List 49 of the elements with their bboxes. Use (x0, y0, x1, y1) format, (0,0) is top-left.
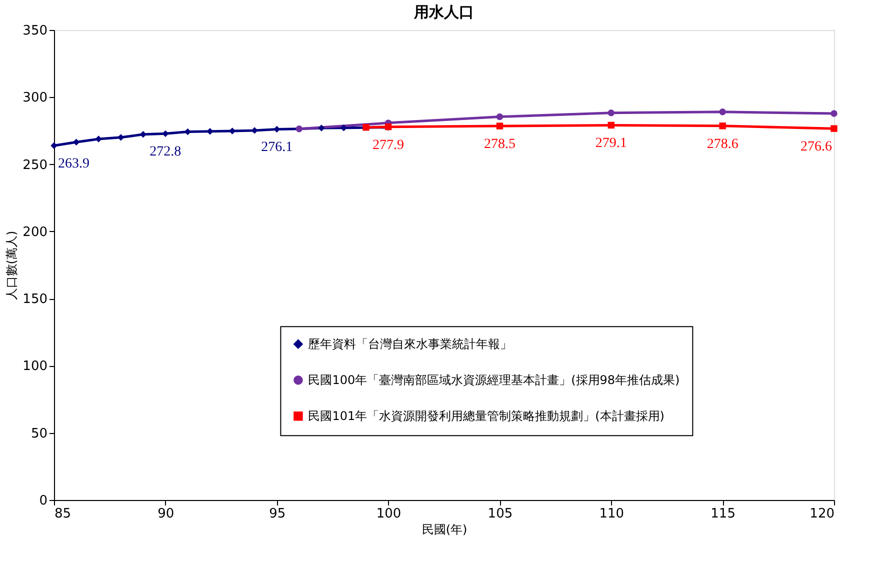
chart-title: 用水人口 (413, 3, 474, 21)
data-label: 263.9 (58, 156, 90, 172)
y-tick-label: 100 (22, 359, 48, 374)
point (162, 130, 169, 138)
x-tick-label: 110 (599, 506, 624, 522)
point (608, 110, 614, 116)
y-tick-label: 300 (22, 90, 48, 106)
point (719, 108, 726, 116)
y-axis-title: 人口數(萬人) (4, 230, 19, 300)
x-tick-label: 100 (376, 506, 402, 522)
point (274, 126, 280, 133)
x-tick-label: 95 (269, 506, 286, 522)
x-tick-label: 85 (54, 506, 72, 522)
y-tick-label: 50 (30, 426, 48, 442)
x-axis-title: 民國(年) (422, 522, 468, 536)
point (118, 134, 124, 141)
data-label: 276.6 (800, 140, 832, 155)
legend-label: 歷年資料「台灣自來水事業統計年報」 (308, 337, 512, 352)
point (206, 128, 214, 135)
data-label: 278.5 (484, 137, 516, 152)
point (608, 122, 614, 129)
point (72, 138, 80, 146)
point (95, 136, 102, 142)
point (318, 124, 325, 132)
point (830, 125, 838, 132)
point (251, 127, 258, 134)
y-tick-label: 200 (22, 224, 48, 240)
x-tick-label: 115 (710, 506, 736, 522)
y-tick-label: 350 (22, 24, 48, 38)
point (830, 110, 838, 117)
point (496, 122, 504, 130)
legend-label: 民國100年「臺灣南部區域水資源經理基本計畫」(採用98年推估成果) (308, 373, 680, 388)
y-tick-label: 0 (39, 494, 48, 508)
point (140, 130, 146, 138)
y-tick-label: 250 (22, 158, 48, 173)
point (719, 122, 726, 130)
y-tick-label: 150 (22, 292, 48, 308)
point (50, 142, 58, 149)
x-tick-label: 120 (810, 506, 834, 522)
point (340, 124, 348, 132)
x-tick-label: 90 (158, 506, 174, 522)
legend-label: 民國101年「水資源開發利用總量管制策略推動規劃」(本計畫採用) (308, 409, 664, 424)
data-label: 272.8 (150, 144, 182, 160)
data-label: 278.6 (706, 136, 738, 152)
x-tick-label: 105 (488, 506, 513, 522)
data-label: 279.1 (595, 136, 627, 152)
data-label: 276.1 (261, 140, 293, 156)
point (496, 113, 504, 120)
data-label: 277.9 (372, 138, 404, 153)
